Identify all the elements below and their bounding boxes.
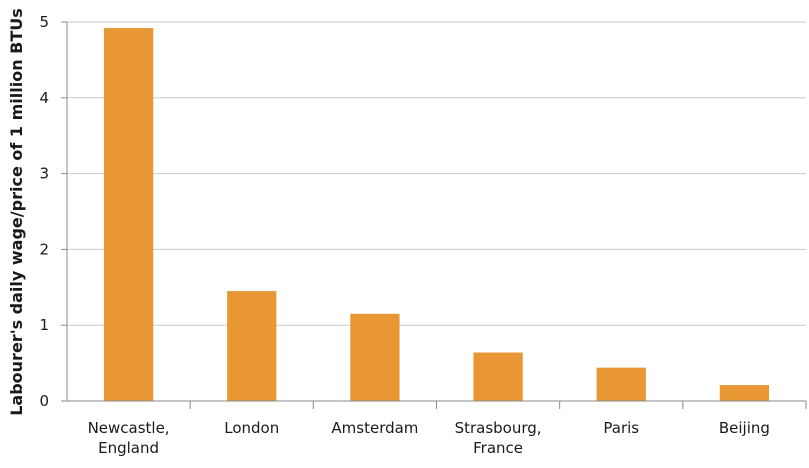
x-tick-label-line: Paris — [603, 419, 639, 437]
y-tick-label: 3 — [39, 165, 49, 183]
bar — [103, 28, 154, 402]
bar — [227, 291, 277, 401]
bar — [473, 352, 523, 401]
x-tick-label-line: Newcastle, — [88, 419, 170, 437]
y-tick-label: 4 — [39, 89, 49, 107]
x-tick-label: Amsterdam — [331, 419, 418, 437]
y-axis-title: Labourer's daily wage/price of 1 million… — [7, 8, 26, 416]
bars — [103, 28, 770, 402]
x-tick-label: Strasbourg, France — [455, 419, 542, 457]
y-tick-label: 2 — [39, 240, 49, 258]
y-tick-label: 1 — [39, 316, 49, 334]
x-tick-label-line: Amsterdam — [331, 419, 418, 437]
x-tick-label-line: France — [473, 439, 523, 457]
bar — [350, 313, 400, 401]
x-tick-label-line: Strasbourg, — [455, 419, 542, 437]
x-tick-label: Newcastle, England — [88, 419, 170, 457]
y-tick-label: 5 — [39, 13, 49, 31]
x-tick-label-line: London — [224, 419, 279, 437]
x-tick-label-line: Beijing — [719, 419, 770, 437]
x-tick-label-line: England — [98, 439, 159, 457]
x-tick-label: Beijing — [719, 419, 770, 437]
y-tick-label: 0 — [39, 392, 49, 410]
bar — [596, 367, 646, 401]
tick-labels: 0 1 2 3 4 5 Newcastle, England London Amsterdam St… — [39, 13, 769, 457]
axes — [61, 21, 807, 409]
x-tick-label: Paris — [603, 419, 639, 437]
bar — [719, 385, 770, 401]
x-tick-label: London — [224, 419, 279, 437]
gridlines — [67, 21, 806, 326]
